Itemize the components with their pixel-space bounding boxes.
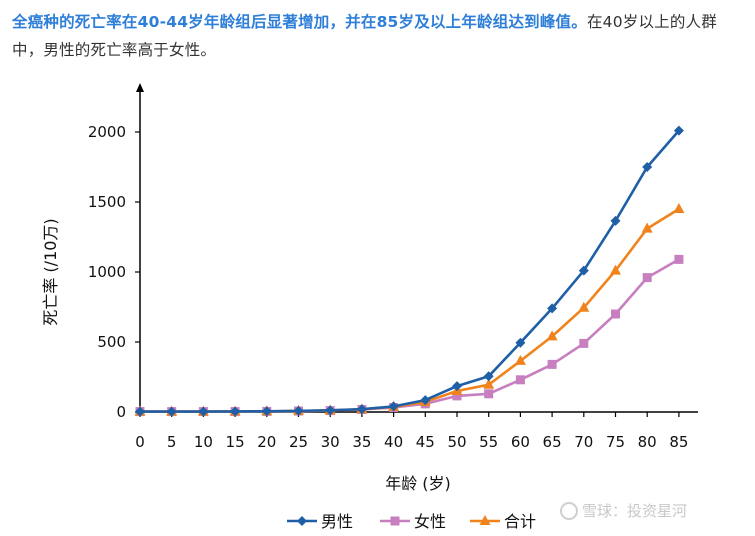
series-line bbox=[140, 258, 680, 413]
data-point bbox=[230, 406, 241, 417]
legend: 男性 女性 合计 bbox=[287, 512, 536, 531]
series-line bbox=[140, 207, 680, 413]
data-point bbox=[452, 381, 462, 392]
legend-label: 女性 bbox=[414, 512, 446, 531]
data-point bbox=[198, 406, 209, 417]
x-tick-label: 10 bbox=[194, 433, 213, 451]
data-point bbox=[515, 337, 526, 348]
x-tick-label: 70 bbox=[574, 433, 593, 451]
x-tick-label: 80 bbox=[638, 433, 657, 451]
data-point bbox=[579, 338, 589, 348]
data-point bbox=[166, 406, 177, 417]
x-tick-label: 40 bbox=[384, 433, 403, 451]
y-tick-label: 1000 bbox=[88, 263, 126, 281]
data-point bbox=[483, 378, 495, 389]
intro-highlight: 全癌种的死亡率在40-44岁年龄组后显著增加，并在85岁及以上年龄组达到峰值。 bbox=[12, 13, 587, 31]
data-point bbox=[135, 406, 145, 417]
legend-swatch-marker bbox=[390, 516, 400, 526]
legend-swatch-marker bbox=[297, 516, 307, 526]
x-tick-label: 55 bbox=[479, 433, 498, 451]
data-point bbox=[483, 371, 494, 382]
y-tick-label: 1500 bbox=[88, 193, 126, 211]
series-female bbox=[135, 254, 684, 417]
x-tick-label: 20 bbox=[257, 433, 276, 451]
legend-swatch-marker bbox=[479, 515, 491, 525]
x-tick-label: 50 bbox=[447, 433, 466, 451]
data-point bbox=[388, 401, 399, 412]
data-point bbox=[356, 404, 367, 415]
legend-label: 合计 bbox=[504, 512, 536, 531]
legend-label: 男性 bbox=[321, 512, 353, 531]
y-tick-label: 500 bbox=[97, 333, 126, 351]
series-layer bbox=[134, 125, 685, 417]
axes: 0 500 1000 1500 2000 0 5 10 15 20 25 30 35 40 45 50 55 60… bbox=[41, 83, 698, 493]
x-tick-label: 0 bbox=[135, 433, 145, 451]
data-point bbox=[642, 273, 652, 283]
legend-item: 合计 bbox=[470, 512, 536, 531]
data-point bbox=[325, 405, 336, 416]
y-tick-label: 0 bbox=[116, 403, 126, 421]
data-point bbox=[610, 215, 621, 226]
data-point bbox=[674, 254, 684, 264]
data-point bbox=[547, 303, 558, 314]
data-point bbox=[452, 391, 462, 401]
watermark: 雪球：投资星河 bbox=[560, 500, 687, 521]
x-tick-label: 45 bbox=[416, 433, 435, 451]
data-point bbox=[578, 265, 589, 276]
x-tick-label: 30 bbox=[321, 433, 340, 451]
x-tick-label: 5 bbox=[167, 433, 177, 451]
series-line bbox=[140, 129, 680, 413]
data-point bbox=[261, 406, 272, 417]
data-point bbox=[641, 222, 653, 233]
data-point bbox=[642, 162, 653, 172]
data-point bbox=[484, 389, 494, 399]
snowball-logo-icon bbox=[560, 502, 578, 520]
x-tick-label: 65 bbox=[543, 433, 562, 451]
data-point bbox=[547, 359, 557, 369]
data-point bbox=[673, 203, 685, 213]
x-axis-title: 年龄 (岁) bbox=[385, 474, 451, 493]
intro-paragraph: 全癌种的死亡率在40-44岁年龄组后显著增加，并在85岁及以上年龄组达到峰值。在… bbox=[12, 8, 747, 64]
x-tick-label: 75 bbox=[606, 433, 625, 451]
data-point bbox=[673, 125, 684, 136]
data-point bbox=[611, 309, 620, 319]
data-point bbox=[293, 405, 304, 416]
data-point bbox=[610, 264, 621, 275]
legend-item: 男性 bbox=[287, 512, 353, 531]
series-total bbox=[134, 203, 685, 416]
legend-item: 女性 bbox=[380, 512, 446, 531]
x-tick-label: 85 bbox=[669, 433, 688, 451]
data-point bbox=[514, 354, 526, 365]
data-point bbox=[546, 330, 558, 341]
x-tick-label: 60 bbox=[511, 433, 530, 451]
x-tick-label: 35 bbox=[352, 433, 371, 451]
data-point bbox=[578, 301, 590, 312]
x-tick-label: 15 bbox=[226, 433, 245, 451]
data-point bbox=[515, 375, 525, 385]
watermark-text: 雪球：投资星河 bbox=[582, 502, 688, 520]
x-tick-label: 25 bbox=[289, 433, 308, 451]
intro-rest: 在40岁以上的人群中，男性的死亡率高于女性。 bbox=[12, 13, 717, 59]
y-axis-title: 死亡率 (/10万) bbox=[41, 218, 60, 325]
series-male bbox=[135, 125, 684, 417]
data-point bbox=[420, 395, 431, 406]
y-tick-label: 2000 bbox=[88, 123, 126, 141]
